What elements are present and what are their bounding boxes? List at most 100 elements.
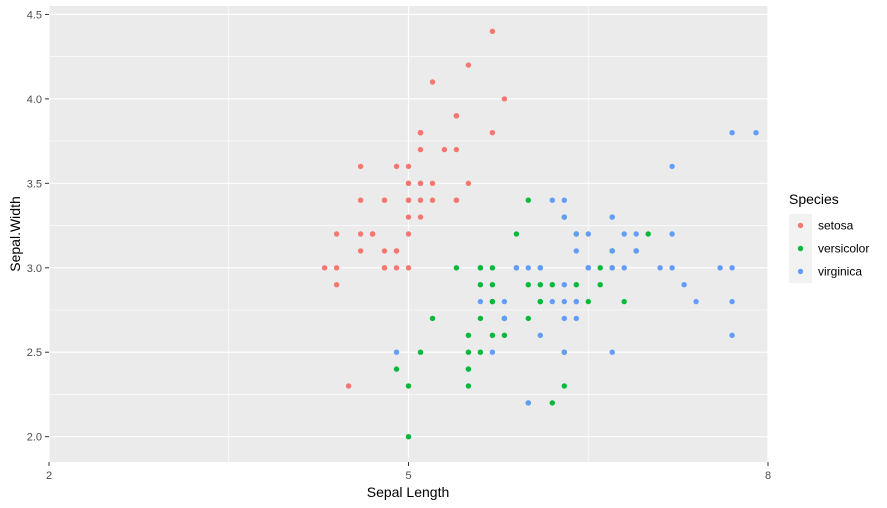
data-point-virginica [633,248,639,254]
y-axis-title: Sepal.Width [7,196,23,271]
data-point-setosa [333,282,340,288]
data-point-virginica [621,265,627,271]
data-point-versicolor [465,349,472,355]
data-point-setosa [489,130,496,136]
data-point-setosa [345,383,352,389]
data-point-virginica [561,349,567,355]
data-point-versicolor [489,298,496,305]
data-point-setosa [333,265,340,271]
data-point-virginica [573,315,579,322]
legend-title: Species [789,191,839,207]
data-point-virginica [537,332,543,338]
data-point-virginica [573,298,579,305]
data-point-versicolor [525,282,531,288]
data-point-virginica [609,265,615,271]
data-point-virginica [729,130,735,136]
data-point-setosa [405,265,412,271]
data-point-setosa [417,130,424,136]
data-point-versicolor [585,298,591,305]
data-point-versicolor [525,315,531,322]
data-point-setosa [417,197,424,203]
data-point-setosa [405,197,412,203]
y-tick-label: 3.5 [27,178,42,190]
legend-key-versicolor [797,245,804,252]
data-point-versicolor [597,265,603,271]
data-point-setosa [357,163,364,170]
data-point-virginica [609,214,615,220]
data-point-virginica [573,248,579,254]
data-point-versicolor [477,349,484,355]
data-point-setosa [405,163,412,170]
data-point-versicolor [621,298,627,305]
data-point-virginica [561,298,567,305]
data-point-virginica [585,231,591,237]
data-point-virginica [489,349,496,355]
data-point-setosa [357,248,364,254]
data-point-versicolor [561,383,567,389]
data-point-setosa [393,248,400,254]
data-point-virginica [621,231,627,237]
data-point-virginica [513,265,520,271]
data-point-virginica [501,298,508,305]
legend-label-virginica: virginica [818,265,862,279]
data-point-versicolor [513,231,520,237]
y-tick-label: 4.5 [27,9,42,21]
data-point-versicolor [393,366,400,372]
data-point-virginica [549,197,555,203]
legend-label-versicolor: versicolor [818,242,869,256]
data-point-versicolor [489,282,496,288]
data-point-virginica [525,265,531,271]
data-point-setosa [405,180,412,186]
data-point-virginica [669,163,675,170]
data-point-versicolor [537,282,543,288]
data-point-versicolor [537,298,543,305]
data-point-virginica [693,298,699,305]
data-point-virginica [477,298,484,305]
data-point-setosa [453,113,460,119]
data-point-virginica [681,282,687,288]
y-tick-label: 4.0 [27,94,42,106]
data-point-setosa [405,214,412,220]
data-point-setosa [393,265,400,271]
data-point-setosa [393,163,400,170]
data-point-virginica [609,349,615,355]
data-point-virginica [669,265,675,271]
data-point-versicolor [453,265,460,271]
data-point-setosa [453,197,460,203]
data-point-virginica [537,265,543,271]
data-point-versicolor [597,282,603,288]
data-point-versicolor [465,366,472,372]
data-point-virginica [609,248,615,254]
data-point-setosa [429,197,436,203]
data-point-setosa [321,265,328,271]
data-point-setosa [381,197,388,203]
data-point-virginica [561,315,567,322]
data-point-virginica [525,400,531,406]
data-point-versicolor [465,332,472,338]
y-tick-label: 3.0 [27,263,42,275]
data-point-versicolor [489,332,496,338]
x-tick-label: 8 [765,470,771,482]
data-point-versicolor [549,400,555,406]
data-point-setosa [417,214,424,220]
data-point-versicolor [477,315,484,322]
data-point-setosa [357,231,364,237]
data-point-virginica [393,349,400,355]
y-tick-label: 2.0 [27,432,42,444]
data-point-virginica [561,197,567,203]
data-point-virginica [657,265,663,271]
x-tick-label: 2 [46,470,52,482]
y-tick-label: 2.5 [27,347,42,359]
legend-label-setosa: setosa [818,219,854,233]
data-point-virginica [573,231,579,237]
data-point-setosa [417,180,424,186]
data-point-setosa [417,146,424,153]
data-point-setosa [333,231,340,237]
data-point-virginica [729,265,735,271]
data-point-virginica [501,315,508,322]
data-point-versicolor [549,282,555,288]
data-point-setosa [441,146,448,153]
data-point-versicolor [417,349,424,355]
data-point-virginica [669,231,675,237]
